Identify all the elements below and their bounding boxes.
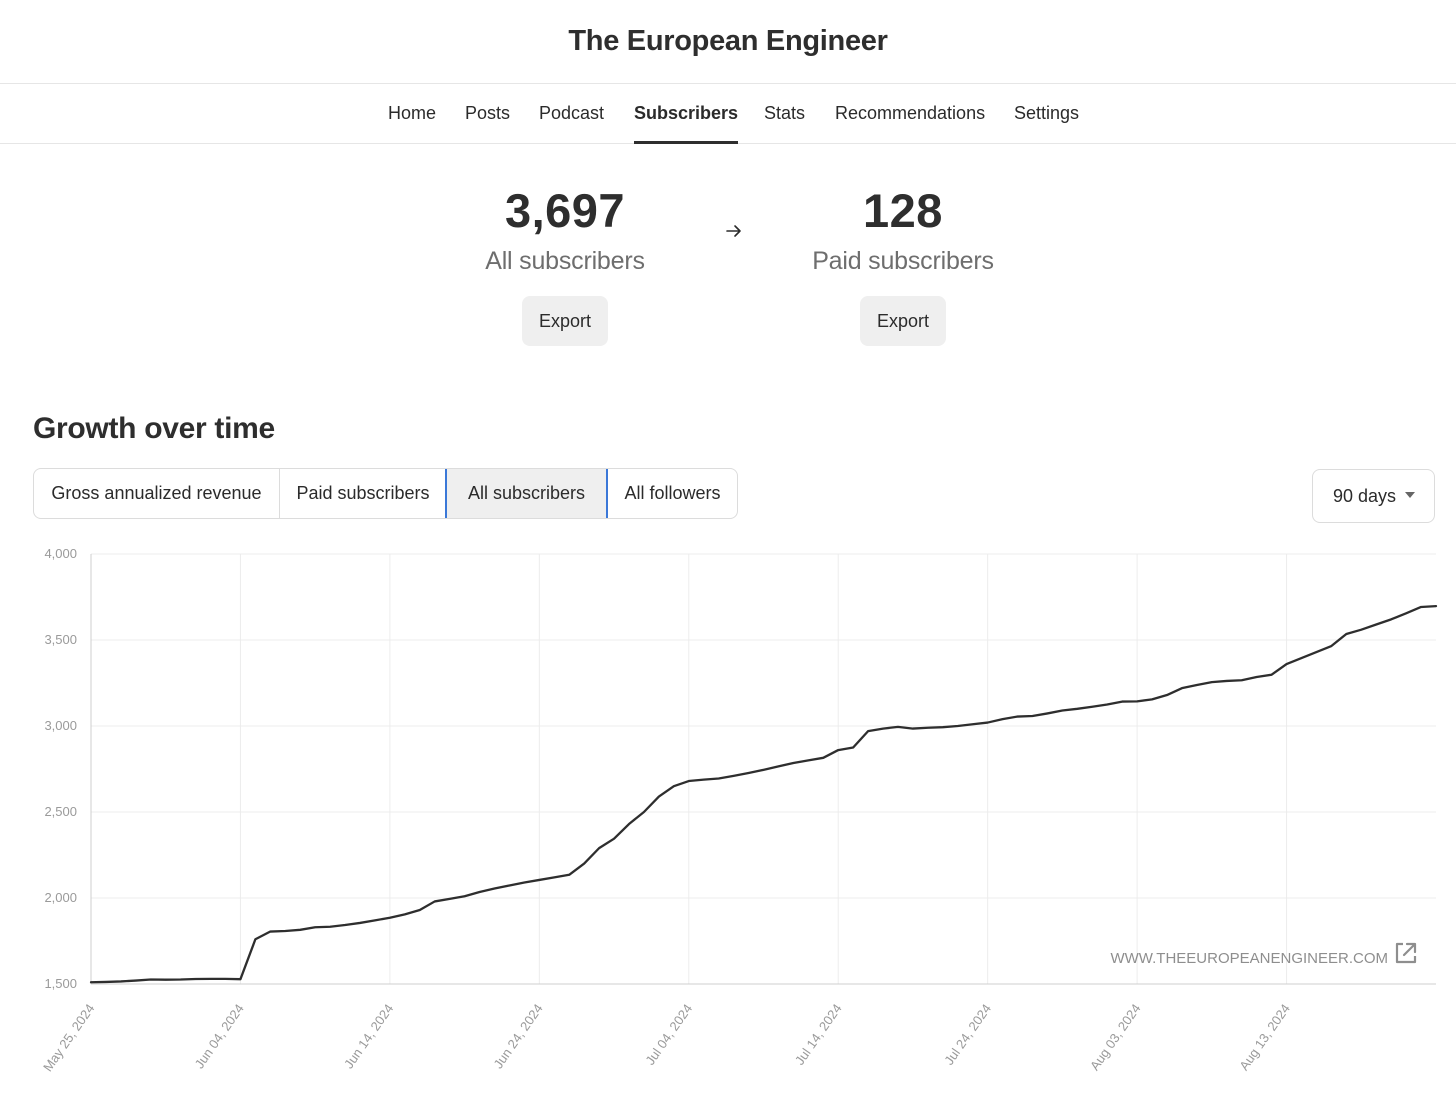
y-tick-label: 3,000 (44, 718, 77, 733)
y-tick-label: 1,500 (44, 976, 77, 991)
metric-tabs: Gross annualized revenue Paid subscriber… (33, 468, 738, 519)
paid-subscribers-count: 128 (863, 184, 943, 237)
chart-axes (90, 554, 1436, 985)
x-tick-label: Jul 24, 2024 (941, 1001, 994, 1068)
nav-home[interactable]: Home (388, 103, 437, 123)
caret-down-icon (1405, 492, 1415, 498)
nav-podcast[interactable]: Podcast (539, 103, 605, 123)
site-title[interactable]: The European Engineer (568, 25, 888, 57)
y-tick-label: 2,500 (44, 804, 77, 819)
x-tick-label: Aug 13, 2024 (1236, 1001, 1293, 1073)
nav-subscribers[interactable]: Subscribers (634, 84, 739, 144)
nav-recommendations[interactable]: Recommendations (835, 103, 986, 123)
nav-stats[interactable]: Stats (764, 103, 806, 123)
nav-posts[interactable]: Posts (465, 103, 511, 123)
export-all-subscribers-button[interactable]: Export (522, 296, 608, 346)
paid-subscribers-label: Paid subscribers (812, 247, 994, 275)
growth-section-title: Growth over time (33, 412, 275, 445)
x-tick-label: Jul 04, 2024 (642, 1001, 695, 1068)
chart-grid (91, 553, 1436, 985)
y-tick-label: 2,000 (44, 890, 77, 905)
chart-watermark[interactable]: WWW.THEEUROPEANENGINEER.COM (1110, 942, 1417, 967)
growth-chart: 1,500 2,000 2,500 3,000 3,500 4,000 May 25, 20… (40, 546, 1438, 1074)
all-subscribers-count: 3,697 (504, 184, 626, 237)
x-tick-label: May 25, 2024 (40, 1001, 97, 1074)
watermark-text: WWW.THEEUROPEANENGINEER.COM (1110, 950, 1388, 967)
tab-gross-annualized-revenue[interactable]: Gross annualized revenue (51, 483, 262, 503)
all-subscribers-label: All subscribers (485, 247, 645, 275)
y-tick-label: 3,500 (44, 632, 77, 647)
export-paid-subscribers-button[interactable]: Export (860, 296, 946, 346)
tab-paid-subscribers[interactable]: Paid subscribers (279, 469, 446, 518)
x-tick-label: Jul 14, 2024 (792, 1001, 845, 1068)
x-tick-label: Jun 14, 2024 (341, 1001, 396, 1071)
arrow-right-icon (726, 225, 741, 237)
range-select-value: 90 days (1333, 486, 1397, 506)
tab-all-followers[interactable]: All followers (624, 483, 721, 503)
y-tick-label: 4,000 (44, 546, 77, 561)
all-subscribers-stat: 3,697 All subscribers (435, 183, 695, 276)
series-line-all-subscribers (89, 604, 1438, 984)
range-select[interactable]: 90 days (1312, 469, 1435, 523)
tab-all-subscribers[interactable]: All subscribers (445, 469, 608, 518)
x-tick-label: Aug 03, 2024 (1087, 1001, 1144, 1073)
paid-subscribers-stat: 128 Paid subscribers (773, 183, 1033, 276)
external-link-icon (1395, 942, 1417, 964)
chart-ticks: 1,500 2,000 2,500 3,000 3,500 4,000 May 25, 20… (40, 546, 1293, 1074)
x-tick-label: Jun 24, 2024 (490, 1001, 545, 1071)
main-nav: Home Posts Podcast Subscribers Stats Rec… (0, 84, 1456, 144)
x-tick-label: Jun 04, 2024 (191, 1001, 246, 1071)
nav-settings[interactable]: Settings (1014, 103, 1080, 123)
site-header: The European Engineer (0, 0, 1456, 84)
